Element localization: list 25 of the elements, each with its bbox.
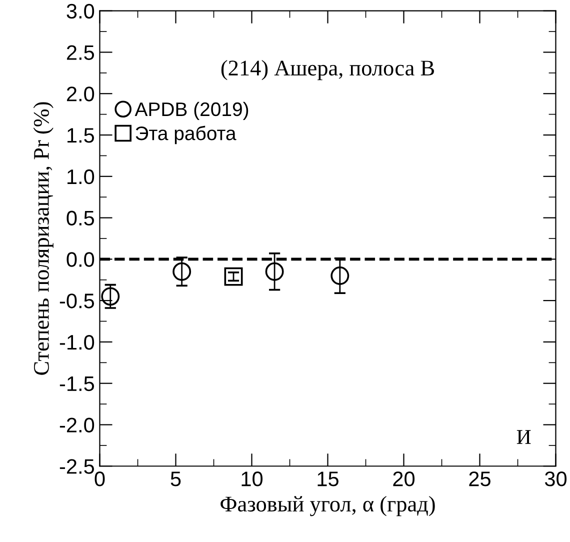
y-tick-label: -1.5 [60,376,94,392]
y-tick-label: -2.5 [60,459,94,474]
y-tick-label: 1.5 [68,128,94,143]
annotation: И [516,430,531,444]
x-tick-label: 5 [170,472,181,486]
y-tick-label: 1.0 [68,169,94,184]
x-tick-label: 25 [469,472,490,486]
y-tick-label: 0.5 [66,210,94,226]
y-tick-label: 2.0 [66,86,94,102]
x-tick-label: 0 [94,472,105,486]
y-tick-label: -1.0 [60,334,94,350]
legend-label: Эта работа [136,126,236,144]
y-tick-label: 3.0 [66,4,94,19]
y-tick-label: 2.5 [66,45,94,60]
y-tick-label: -2.0 [60,418,94,432]
x-tick-label: 20 [393,472,415,486]
x-tick-label: 10 [242,472,263,486]
y-axis-title: Степень поляризации, Pr (%) [33,102,54,375]
legend-label: APDB (2019) [134,102,248,120]
x-axis-title: Фазовый угол, α (град) [220,496,435,516]
y-tick-label: 0.0 [66,252,94,267]
x-tick-label: 15 [318,472,338,486]
annotation: (214) Ашера, полоса B [221,60,434,80]
y-tick-label: -0.5 [60,294,94,308]
x-tick-label: 30 [544,472,567,486]
